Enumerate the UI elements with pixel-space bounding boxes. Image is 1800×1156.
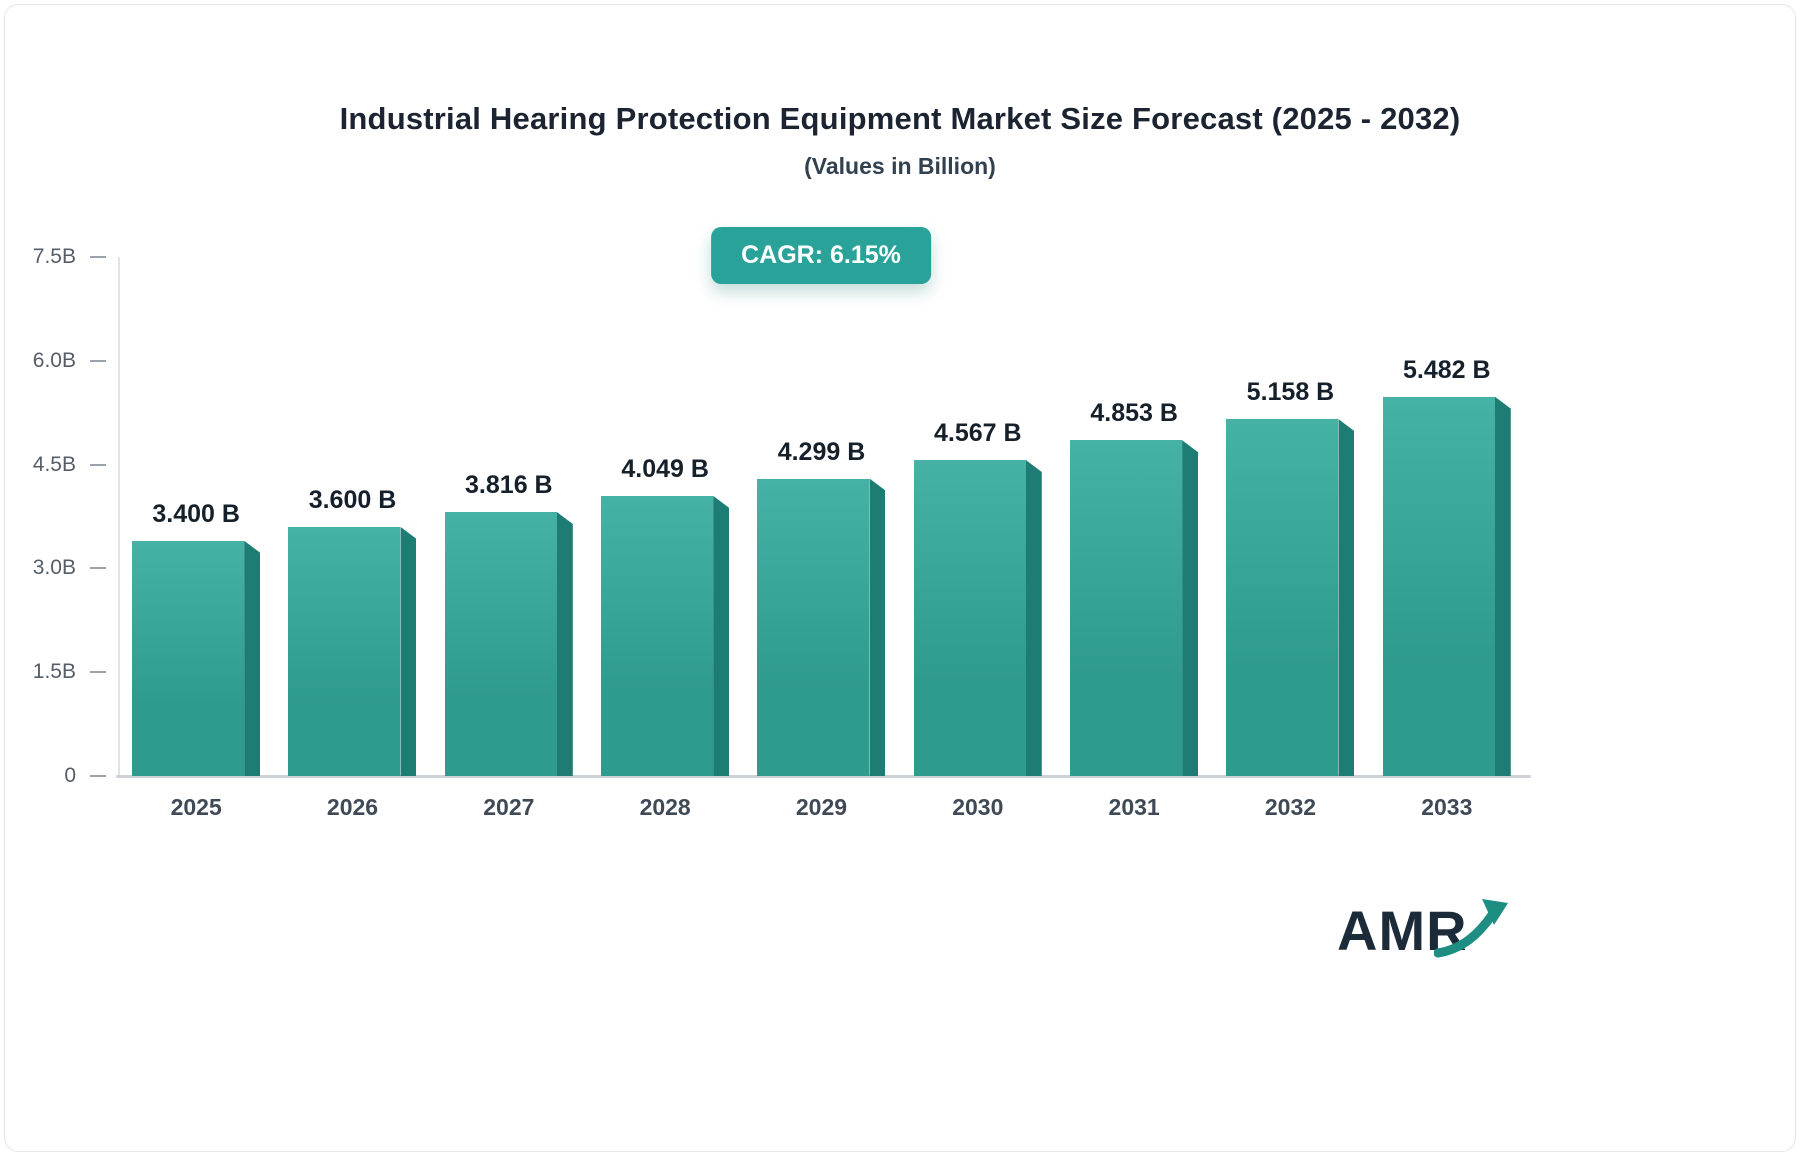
chart-title: Industrial Hearing Protection Equipment …	[339, 101, 1461, 136]
y-axis-tick-mark	[90, 256, 106, 258]
bar-value-label: 4.567 B	[934, 418, 1022, 447]
bar-value-label: 4.049 B	[621, 454, 709, 483]
bar-cell: 3.400 B	[118, 257, 274, 776]
bar	[132, 540, 261, 776]
x-axis-label: 2028	[639, 794, 691, 820]
x-axis-label: 2033	[1421, 794, 1473, 820]
y-axis-tick: 4.5B	[24, 453, 118, 477]
bar	[1226, 419, 1355, 776]
bar-cell: 4.299 B	[743, 257, 899, 776]
x-axis-label: 2030	[952, 794, 1004, 820]
bar-side-face	[1494, 396, 1511, 776]
amr-logo: AMR	[1337, 898, 1512, 963]
bar-side-face	[1338, 419, 1355, 776]
x-axis-label: 2032	[1264, 794, 1317, 820]
bar-value-label: 5.158 B	[1246, 378, 1335, 407]
bar-side-face	[244, 540, 261, 776]
bar-front-face	[444, 511, 557, 776]
bar-front-face	[601, 495, 714, 776]
y-axis-tick-mark	[90, 671, 106, 674]
bar-front-face	[288, 526, 401, 776]
bar-side-face	[869, 478, 886, 776]
chart-card: Industrial Hearing Protection Equipment …	[4, 4, 1796, 1152]
y-axis-tick: 3.0B	[24, 556, 118, 580]
y-axis-tick-mark	[90, 463, 106, 466]
bar-value-label: 4.299 B	[777, 437, 866, 466]
y-axis-tick: 0	[24, 764, 118, 788]
bar	[757, 478, 886, 776]
y-axis-tick-mark	[90, 567, 106, 570]
y-axis-tick-label: 1.5B	[32, 660, 76, 684]
bar-side-face	[1025, 459, 1042, 776]
bar-cell: 5.482 B	[1369, 257, 1525, 776]
bar-cell: 3.600 B	[274, 257, 430, 776]
bar-front-face	[757, 478, 870, 776]
bar-value-label: 3.600 B	[308, 485, 397, 514]
y-axis-line	[118, 257, 120, 776]
bar-value-label: 4.853 B	[1090, 399, 1178, 428]
x-axis-labels: 2025 2026 2027 2028 2029 2030 2031 2032 2033	[118, 794, 1525, 821]
x-axis-line	[116, 775, 1531, 778]
bar-cell: 4.049 B	[587, 257, 743, 776]
x-axis-label: 2026	[326, 794, 379, 820]
x-axis-label: 2027	[483, 794, 535, 820]
x-axis-label: 2029	[795, 794, 848, 820]
logo-arrow-icon	[1433, 898, 1508, 957]
bar-cell: 5.158 B	[1212, 257, 1368, 776]
bar-side-face	[556, 511, 573, 776]
y-axis-tick: 7.5B	[24, 245, 118, 269]
bar-front-face	[132, 540, 245, 776]
bar-front-face	[1382, 396, 1495, 776]
y-axis-tick-label: 3.0B	[32, 556, 76, 580]
y-axis-tick: 1.5B	[24, 660, 118, 684]
bars-container: 3.400 B 3.600 B 3.816 B 4.049 B 4.299 B 4.567…	[118, 257, 1525, 776]
y-axis-tick-label: 7.5B	[32, 245, 76, 268]
y-axis-tick-label: 0	[64, 764, 76, 787]
bar	[444, 511, 573, 776]
bar-value-label: 5.482 B	[1403, 355, 1491, 384]
chart-subtitle: (Values in Billion)	[804, 153, 996, 179]
x-axis-label: 2025	[170, 794, 222, 820]
bar-front-face	[1070, 440, 1183, 776]
bar-side-face	[1182, 440, 1199, 776]
bar	[601, 495, 730, 776]
bar-front-face	[913, 459, 1026, 776]
y-axis-tick-mark	[90, 359, 106, 362]
cagr-badge: CAGR: 6.15%	[711, 227, 931, 284]
y-axis-tick-label: 6.0B	[32, 348, 76, 372]
y-axis-tick-label: 4.5B	[32, 452, 76, 476]
y-axis-tick: 6.0B	[24, 349, 118, 373]
bar	[1070, 440, 1199, 776]
bar-cell: 4.853 B	[1056, 257, 1212, 776]
bar-value-label: 3.816 B	[465, 470, 553, 499]
bar	[288, 526, 417, 776]
bar-value-label: 3.400 B	[152, 499, 240, 528]
bar-front-face	[1226, 419, 1339, 776]
bar	[913, 459, 1042, 776]
bar-side-face	[400, 526, 417, 776]
bar-cell: 4.567 B	[900, 257, 1056, 776]
bar	[1382, 396, 1511, 776]
x-axis-label: 2031	[1108, 794, 1160, 820]
plot-area: 0 1.5B 3.0B 4.5B 6.0B 7.5B 3.400 B 3.600 B 3.81…	[33, 245, 1531, 820]
bar-cell: 3.816 B	[431, 257, 587, 776]
bar-side-face	[713, 495, 730, 776]
y-axis-tick-mark	[90, 775, 106, 777]
